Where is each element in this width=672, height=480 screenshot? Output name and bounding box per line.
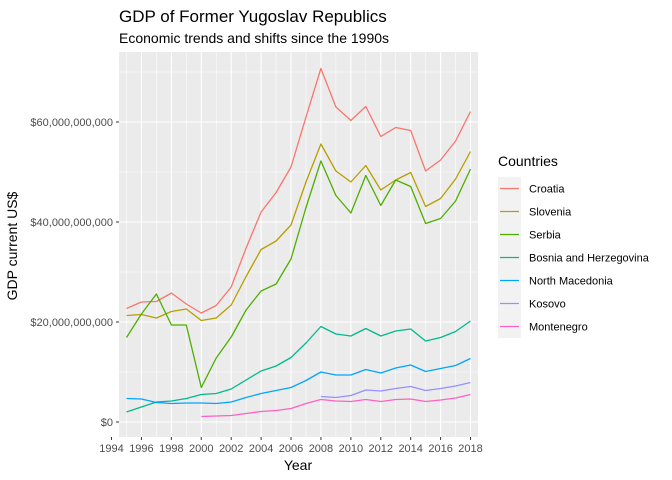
x-tick-label: 2002 <box>219 443 243 455</box>
series-line-bosnia-and-herzegovina <box>126 320 471 413</box>
y-tick-label: $0 <box>101 417 113 429</box>
x-tick-label: 2004 <box>249 443 273 455</box>
plot-background <box>119 52 478 437</box>
plot-area <box>119 52 478 437</box>
chart-subtitle: Economic trends and shifts since the 199… <box>119 30 389 46</box>
x-tick-label: 1996 <box>129 443 153 455</box>
y-tick-label: $60,000,000,000 <box>30 117 113 129</box>
legend-label: Croatia <box>529 184 565 196</box>
series-line-croatia <box>126 67 472 314</box>
x-tick-label: 1998 <box>159 443 183 455</box>
legend: Countries Croatia Slovenia Serbia Bosnia an… <box>498 153 650 338</box>
legend-label: Bosnia and Herzegovina <box>529 253 650 265</box>
y-tick-label: $40,000,000,000 <box>30 217 113 229</box>
x-tick-label: 2018 <box>458 443 482 455</box>
legend-label: Montenegro <box>529 322 588 334</box>
series-line-slovenia <box>126 143 472 322</box>
series-line-montenegro <box>201 393 471 418</box>
series-line-kosovo <box>320 381 471 399</box>
x-axis-title: Year <box>284 457 313 473</box>
y-axis: $0 $20,000,000,000 $40,000,000,000 $60,000,… <box>30 117 119 429</box>
legend-label: Kosovo <box>529 299 566 311</box>
x-axis: 1994 1996 1998 2000 2002 2004 2006 2008 2010 2012… <box>99 437 483 455</box>
x-tick-label: 2006 <box>279 443 303 455</box>
series-line-serbia <box>125 160 472 389</box>
y-tick-label: $20,000,000,000 <box>30 317 113 329</box>
chart-title: GDP of Former Yugoslav Republics <box>119 7 387 26</box>
legend-label: North Macedonia <box>529 276 614 288</box>
series-line-north-macedonia <box>126 357 471 405</box>
x-tick-label: 2014 <box>398 443 422 455</box>
x-tick-label: 1994 <box>99 443 123 455</box>
legend-label: Slovenia <box>529 207 572 219</box>
x-tick-label: 2010 <box>339 443 363 455</box>
legend-label: Serbia <box>529 230 562 242</box>
x-tick-label: 2012 <box>369 443 393 455</box>
x-tick-label: 2000 <box>189 443 213 455</box>
x-tick-label: 2016 <box>428 443 452 455</box>
legend-title: Countries <box>498 153 558 169</box>
y-axis-title: GDP current US$ <box>4 191 20 300</box>
x-tick-label: 2008 <box>309 443 333 455</box>
